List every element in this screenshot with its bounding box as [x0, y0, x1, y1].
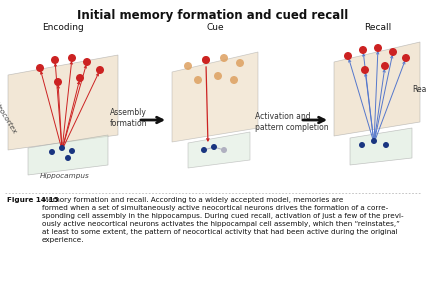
Polygon shape: [28, 135, 108, 175]
Circle shape: [344, 52, 352, 60]
Circle shape: [36, 64, 44, 72]
Text: Recall: Recall: [364, 23, 391, 32]
Circle shape: [211, 144, 217, 150]
Circle shape: [49, 149, 55, 155]
Text: Initial memory formation and cued recall: Initial memory formation and cued recall: [78, 9, 348, 22]
Circle shape: [51, 56, 59, 64]
Circle shape: [201, 147, 207, 153]
Circle shape: [374, 44, 382, 52]
Polygon shape: [172, 52, 258, 142]
Text: Reactivation: Reactivation: [412, 86, 426, 94]
Polygon shape: [350, 128, 412, 165]
Text: Hippocampus: Hippocampus: [40, 173, 90, 179]
Text: Neocortex: Neocortex: [0, 101, 17, 135]
Text: Memory formation and recall. According to a widely accepted model, memories are
: Memory formation and recall. According t…: [42, 197, 403, 243]
Circle shape: [361, 66, 369, 74]
Circle shape: [389, 48, 397, 56]
Circle shape: [402, 54, 410, 62]
Polygon shape: [8, 55, 118, 150]
Text: Assembly
formation: Assembly formation: [110, 108, 147, 128]
Text: Encoding: Encoding: [42, 23, 84, 32]
Polygon shape: [188, 132, 250, 168]
Circle shape: [65, 155, 71, 161]
Circle shape: [96, 66, 104, 74]
Circle shape: [236, 59, 244, 67]
Circle shape: [359, 46, 367, 54]
Circle shape: [202, 56, 210, 64]
Polygon shape: [334, 42, 420, 136]
Circle shape: [194, 76, 202, 84]
Circle shape: [68, 54, 76, 62]
Circle shape: [381, 62, 389, 70]
Circle shape: [54, 78, 62, 86]
Circle shape: [220, 54, 228, 62]
Circle shape: [59, 145, 65, 151]
Circle shape: [230, 76, 238, 84]
Circle shape: [371, 138, 377, 144]
Circle shape: [359, 142, 365, 148]
Circle shape: [202, 56, 210, 64]
Text: Activation and
pattern completion: Activation and pattern completion: [255, 112, 328, 132]
Circle shape: [69, 148, 75, 154]
Circle shape: [76, 74, 84, 82]
Circle shape: [221, 147, 227, 153]
Circle shape: [83, 58, 91, 66]
Circle shape: [184, 62, 192, 70]
Circle shape: [383, 142, 389, 148]
Text: Figure 14.15: Figure 14.15: [7, 197, 59, 203]
Circle shape: [214, 72, 222, 80]
Text: Cue: Cue: [206, 23, 224, 32]
